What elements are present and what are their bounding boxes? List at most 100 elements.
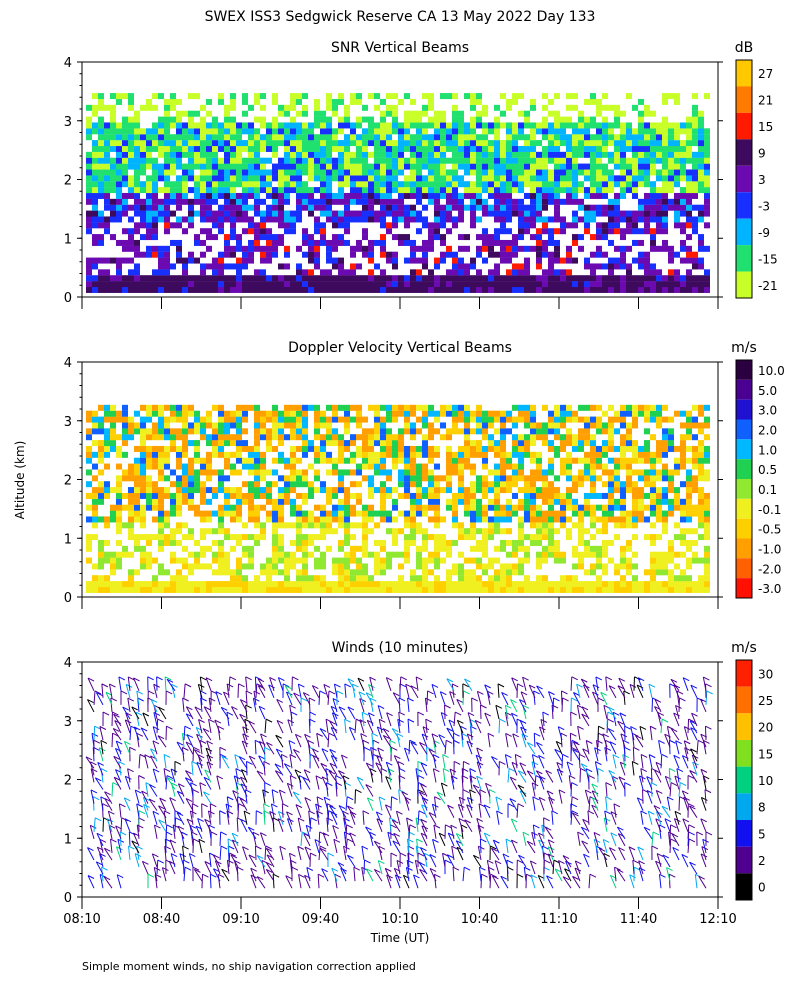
heatmap-cell — [266, 440, 272, 447]
heatmap-cell — [482, 187, 488, 194]
heatmap-cell — [416, 575, 422, 582]
heatmap-cell — [392, 181, 398, 188]
heatmap-cell — [494, 575, 500, 582]
heatmap-cell — [266, 516, 272, 523]
heatmap-cell — [548, 487, 554, 494]
heatmap-cell — [506, 122, 512, 129]
heatmap-cell — [704, 181, 710, 188]
heatmap-cell — [158, 422, 164, 429]
heatmap-cell — [392, 504, 398, 511]
heatmap-cell — [452, 134, 458, 141]
heatmap-cell — [656, 228, 662, 235]
heatmap-cell — [146, 428, 152, 435]
heatmap-cell — [152, 422, 158, 429]
heatmap-cell — [356, 216, 362, 223]
heatmap-cell — [554, 187, 560, 194]
heatmap-cell — [206, 98, 212, 105]
heatmap-cell — [686, 492, 692, 499]
heatmap-cell — [476, 510, 482, 517]
heatmap-cell — [662, 563, 668, 570]
heatmap-cell — [344, 510, 350, 517]
heatmap-cell — [542, 545, 548, 552]
heatmap-cell — [272, 140, 278, 147]
heatmap-cell — [548, 545, 554, 552]
heatmap-cell — [692, 181, 698, 188]
heatmap-cell — [134, 228, 140, 235]
heatmap-cell — [260, 492, 266, 499]
heatmap-cell — [212, 428, 218, 435]
heatmap-cell — [500, 539, 506, 546]
heatmap-cell — [704, 275, 710, 282]
heatmap-cell — [452, 451, 458, 458]
heatmap-cell — [626, 175, 632, 182]
heatmap-cell — [272, 251, 278, 258]
heatmap-cell — [698, 239, 704, 246]
heatmap-cell — [296, 410, 302, 417]
heatmap-cell — [266, 428, 272, 435]
heatmap-cell — [296, 481, 302, 488]
heatmap-cell — [194, 469, 200, 476]
heatmap-cell — [692, 487, 698, 494]
heatmap-cell — [686, 128, 692, 135]
heatmap-cell — [170, 163, 176, 170]
heatmap-cell — [488, 410, 494, 417]
heatmap-cell — [500, 451, 506, 458]
heatmap-cell — [314, 145, 320, 152]
heatmap-cell — [584, 263, 590, 270]
heatmap-cell — [248, 545, 254, 552]
heatmap-cell — [116, 504, 122, 511]
heatmap-cell — [560, 581, 566, 588]
heatmap-cell — [308, 534, 314, 541]
heatmap-cell — [542, 104, 548, 111]
heatmap-cell — [620, 163, 626, 170]
heatmap-cell — [650, 539, 656, 546]
heatmap-cell — [488, 192, 494, 199]
heatmap-cell — [152, 234, 158, 241]
heatmap-cell — [428, 498, 434, 505]
heatmap-cell — [188, 187, 194, 194]
heatmap-cell — [398, 410, 404, 417]
heatmap-cell — [266, 245, 272, 252]
heatmap-cell — [164, 581, 170, 588]
heatmap-cell — [632, 492, 638, 499]
heatmap-cell — [500, 428, 506, 435]
heatmap-cell — [128, 204, 134, 211]
heatmap-cell — [560, 422, 566, 429]
heatmap-cell — [386, 410, 392, 417]
heatmap-cell — [416, 445, 422, 452]
heatmap-cell — [188, 257, 194, 264]
heatmap-cell — [380, 487, 386, 494]
heatmap-cell — [194, 134, 200, 141]
heatmap-cell — [416, 216, 422, 223]
heatmap-cell — [620, 134, 626, 141]
heatmap-cell — [314, 187, 320, 194]
heatmap-cell — [362, 104, 368, 111]
heatmap-cell — [344, 192, 350, 199]
y-tick-label: 1 — [64, 232, 72, 247]
heatmap-cell — [182, 522, 188, 529]
heatmap-cell — [530, 222, 536, 229]
heatmap-cell — [458, 487, 464, 494]
heatmap-cell — [224, 475, 230, 482]
heatmap-cell — [368, 551, 374, 558]
heatmap-cell — [314, 169, 320, 176]
heatmap-cell — [614, 216, 620, 223]
heatmap-cell — [326, 269, 332, 276]
heatmap-cell — [230, 116, 236, 123]
heatmap-cell — [122, 586, 128, 593]
heatmap-cell — [668, 551, 674, 558]
heatmap-cell — [218, 522, 224, 529]
heatmap-cell — [584, 457, 590, 464]
heatmap-cell — [620, 210, 626, 217]
heatmap-cell — [332, 434, 338, 441]
heatmap-cell — [494, 210, 500, 217]
heatmap-cell — [482, 463, 488, 470]
heatmap-cell — [98, 163, 104, 170]
heatmap-cell — [398, 563, 404, 570]
heatmap-cell — [386, 563, 392, 570]
heatmap-cell — [662, 428, 668, 435]
heatmap-cell — [284, 222, 290, 229]
heatmap-cell — [530, 516, 536, 523]
heatmap-cell — [698, 457, 704, 464]
heatmap-cell — [302, 492, 308, 499]
